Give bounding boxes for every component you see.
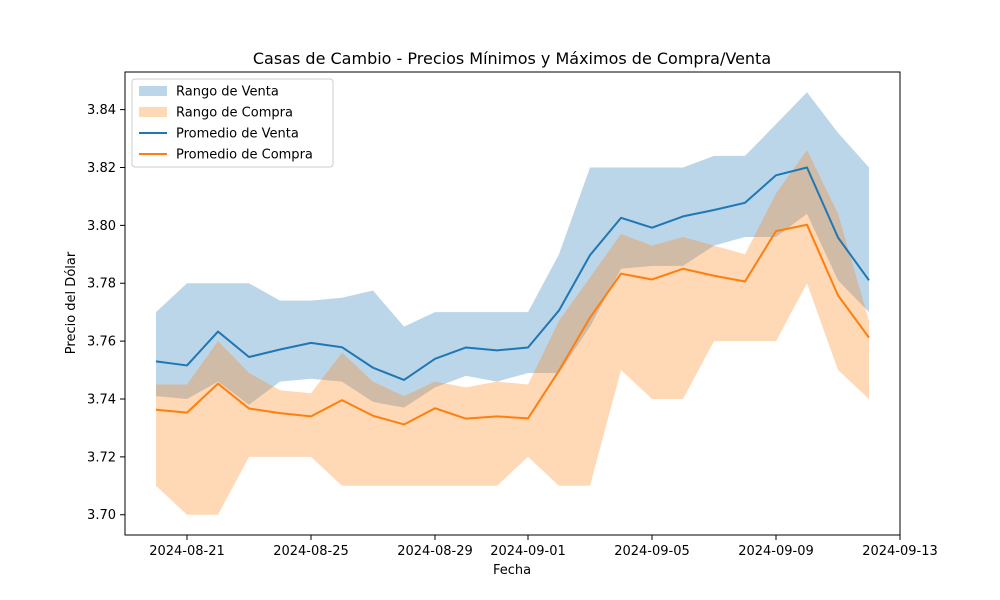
legend-swatch-0 — [139, 86, 167, 96]
y-tick-label-6: 3.82 — [87, 161, 116, 176]
series-line-2 — [155, 166, 870, 381]
y-tick-label-4: 3.78 — [87, 277, 116, 292]
series-band-1 — [156, 150, 869, 515]
legend-swatch-1 — [139, 107, 167, 117]
series-line-3 — [155, 223, 870, 426]
plot-area — [155, 92, 870, 515]
x-tick-label-4: 2024-09-05 — [614, 544, 690, 559]
x-tick-label-2: 2024-08-29 — [397, 544, 473, 559]
legend-label-3: Promedio de Compra — [176, 148, 313, 163]
legend-label-1: Rango de Compra — [176, 106, 293, 121]
plot-frame — [124, 71, 901, 536]
x-tick-label-3: 2024-09-01 — [490, 544, 566, 559]
x-tick-label-6: 2024-09-13 — [862, 544, 938, 559]
legend-label-2: Promedio de Venta — [176, 127, 299, 142]
x-tick-label-5: 2024-09-09 — [738, 544, 814, 559]
legend-label-0: Rango de Venta — [176, 85, 279, 100]
x-tick-label-0: 2024-08-21 — [149, 544, 225, 559]
y-axis: 3.70 3.72 3.74 3.76 3.78 3.80 3.82 3.84 — [87, 103, 125, 523]
x-tick-label-1: 2024-08-25 — [273, 544, 349, 559]
legend: Rango de Venta Rango de Compra Promedio de… — [131, 78, 334, 168]
y-tick-label-1: 3.72 — [87, 450, 116, 465]
x-axis-title: Fecha — [493, 563, 531, 578]
y-tick-label-0: 3.70 — [87, 508, 116, 523]
y-tick-label-7: 3.84 — [87, 103, 116, 118]
chart-title: Casas de Cambio - Precios Mínimos y Máxi… — [253, 49, 771, 68]
y-tick-label-3: 3.76 — [87, 335, 116, 350]
y-tick-label-2: 3.74 — [87, 392, 116, 407]
y-tick-label-5: 3.80 — [87, 219, 116, 234]
y-axis-title: Precio del Dólar — [64, 251, 79, 354]
legend-box — [131, 78, 334, 168]
x-axis: 2024-08-21 2024-08-25 2024-08-29 2024-09-01… — [149, 535, 938, 559]
series-band-0 — [156, 92, 869, 408]
